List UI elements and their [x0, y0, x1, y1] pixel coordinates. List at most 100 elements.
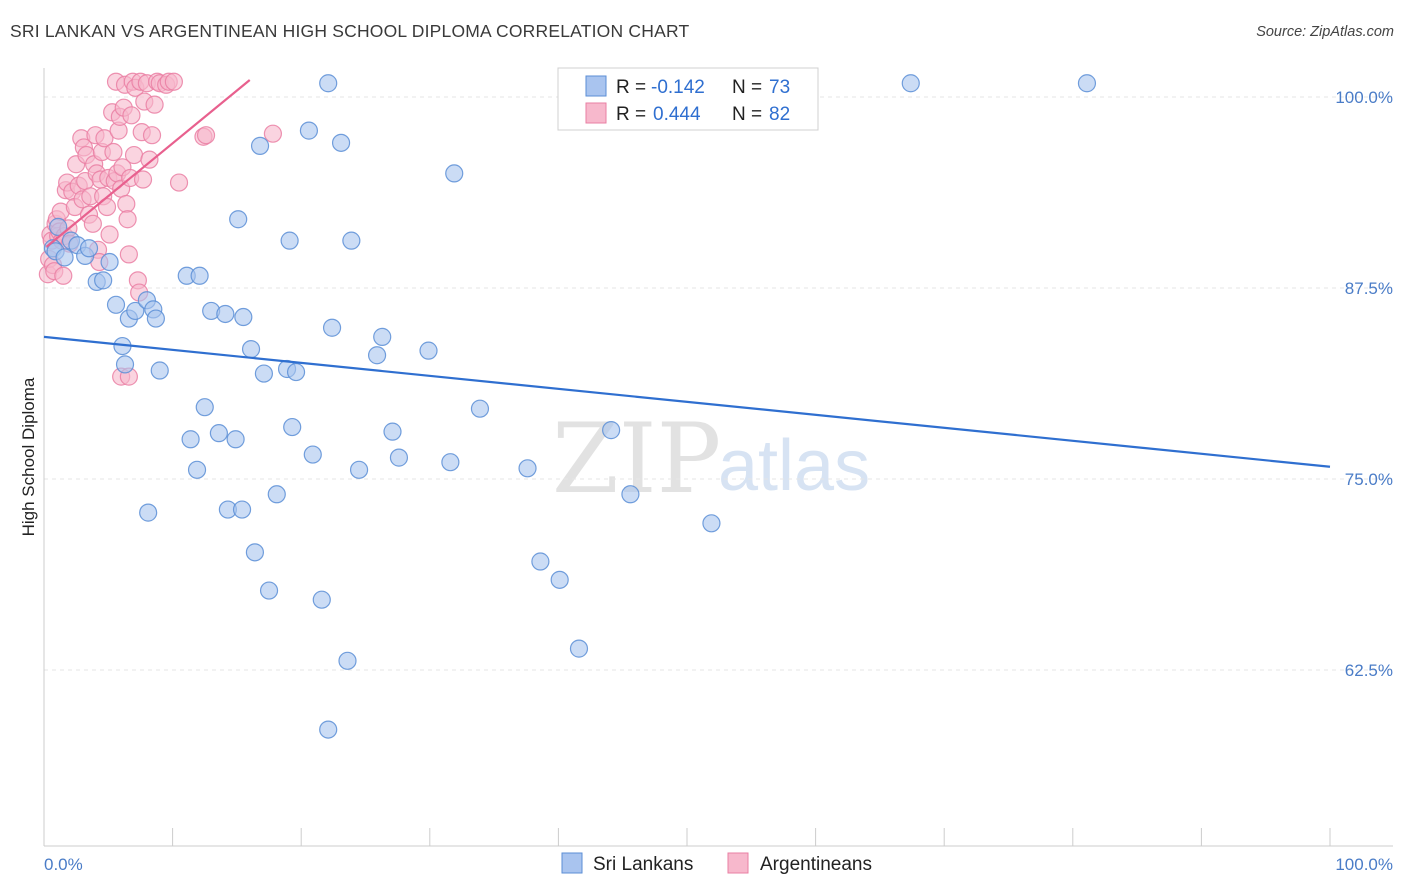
argentinean-point-75: [164, 72, 183, 91]
sri-lankan-point-68: [702, 514, 721, 533]
sri-lankan-point-54: [373, 327, 392, 346]
sri-lankan-point-19: [150, 361, 169, 380]
legend-r-value-1: -0.142: [651, 77, 705, 98]
legend-n-label-2: N =: [732, 104, 762, 125]
sri-lankan-point-59: [445, 164, 464, 183]
legend-r-label-1: R =: [616, 77, 646, 98]
sri-lankan-point-25: [195, 398, 214, 417]
argentinean-point-79: [263, 124, 283, 143]
argentinean-point-59: [124, 145, 144, 165]
chart-title: SRI LANKAN VS ARGENTINEAN HIGH SCHOOL DI…: [10, 21, 690, 41]
sri-lankan-point-27: [209, 424, 228, 443]
argentinean-point-69: [142, 126, 162, 145]
source-label: Source: ZipAtlas.com: [1256, 24, 1394, 40]
argentinean-point-38: [95, 129, 114, 148]
sri-lankan-point-24: [187, 460, 207, 479]
argentineans-trendline: [45, 79, 251, 248]
sri-lankan-point-10: [100, 252, 119, 272]
bottom-legend-swatch-blue: [561, 852, 583, 874]
legend-swatch-blue: [585, 75, 607, 97]
sri-lankan-point-50: [338, 651, 357, 670]
y-tick-label-100: 100.0%: [1335, 88, 1393, 107]
argentinean-point-65: [133, 170, 153, 189]
sri-lankan-point-56: [389, 448, 409, 467]
watermark: ZIP atlas: [552, 403, 870, 515]
argentinean-point-68: [140, 150, 159, 169]
argentinean-point-76: [169, 173, 189, 192]
argentinean-point-29: [83, 214, 102, 233]
sri-lankan-point-37: [254, 364, 274, 383]
sri-lankan-point-9: [94, 271, 113, 290]
sri-lankan-point-48: [322, 318, 342, 337]
sri-lankan-point-20: [139, 503, 158, 522]
sri-lankan-point-44: [299, 121, 319, 140]
sri-lankan-point-22: [190, 266, 209, 285]
sri-lankan-point-65: [569, 639, 589, 658]
correlation-legend: R = -0.142 N = 73 R = 0.444 N = 82: [557, 67, 819, 131]
series-legend: Sri Lankans Argentineans: [561, 852, 872, 875]
bottom-legend-label-blue: Sri Lankans: [593, 854, 693, 875]
sri-lankan-point-36: [250, 136, 270, 155]
argentinean-point-57: [122, 106, 141, 125]
trendlines: [43, 79, 1331, 468]
argentinean-point-54: [118, 210, 137, 229]
sri-lankan-point-70: [1077, 74, 1097, 93]
sri-lankan-point-52: [349, 460, 369, 479]
sri-lankans-trendline: [43, 335, 1331, 468]
sri-lankan-point-43: [283, 417, 302, 437]
x-tick-label-0: 0.0%: [44, 855, 83, 874]
sri-lankan-point-45: [303, 445, 322, 464]
y-tick-labels: 62.5% 75.0% 87.5% 100.0%: [1335, 88, 1393, 680]
sri-lankan-point-55: [383, 422, 402, 441]
sri-lankan-point-23: [181, 430, 200, 449]
argentinean-point-78: [196, 126, 216, 145]
sri-lankan-point-49: [331, 133, 351, 152]
sri-lankan-point-30: [232, 500, 252, 519]
x-axis-ticks: [43, 828, 1331, 846]
x-tick-label-100: 100.0%: [1335, 855, 1393, 874]
watermark-atlas: atlas: [718, 426, 870, 506]
sri-lankan-point-38: [259, 581, 279, 600]
sri-lankan-point-28: [216, 304, 235, 324]
argentinean-point-55: [119, 245, 138, 264]
bottom-legend-swatch-pink: [727, 852, 749, 874]
sri-lankan-point-35: [245, 543, 265, 562]
sri-lankan-point-39: [267, 485, 286, 504]
sri-lankan-point-3: [55, 248, 74, 267]
sri-lankan-point-15: [126, 301, 145, 321]
legend-n-label-1: N =: [732, 77, 762, 98]
sri-lankan-point-51: [342, 231, 361, 250]
sri-lankan-point-33: [229, 210, 248, 229]
sri-lankan-point-32: [226, 430, 245, 449]
y-tick-label-75: 75.0%: [1345, 470, 1393, 489]
y-tick-label-87.5: 87.5%: [1345, 279, 1393, 298]
y-tick-label-62.5: 62.5%: [1345, 661, 1393, 680]
bottom-legend-label-pink: Argentineans: [760, 854, 872, 875]
gridlines: [44, 96, 1393, 671]
sri-lankan-point-41: [280, 231, 299, 250]
sri-lankan-point-11: [106, 295, 126, 314]
sri-lankan-point-64: [550, 570, 569, 589]
argentinean-point-53: [117, 194, 136, 214]
sri-lankan-point-13: [115, 355, 135, 374]
series-argentineans: [38, 72, 283, 386]
argentinean-point-12: [54, 266, 73, 285]
sri-lankan-point-47: [319, 74, 338, 93]
sri-lankan-point-7: [79, 239, 99, 258]
sri-lankan-point-18: [146, 309, 165, 328]
sri-lankan-point-62: [518, 459, 537, 478]
sri-lankan-point-63: [531, 552, 550, 571]
sri-lankan-point-58: [441, 453, 460, 472]
sri-lankan-point-34: [241, 340, 261, 359]
sri-lankan-point-2: [49, 217, 68, 236]
argentinean-point-41: [100, 225, 119, 244]
argentinean-point-70: [145, 95, 164, 114]
argentinean-point-43: [104, 142, 123, 162]
legend-n-value-2: 82: [769, 104, 790, 125]
sri-lankan-point-57: [419, 341, 438, 360]
sri-lankan-point-31: [234, 307, 253, 327]
sri-lankan-point-69: [901, 74, 920, 93]
legend-r-value-2: 0.444: [653, 104, 701, 125]
legend-n-value-1: 73: [769, 77, 790, 98]
